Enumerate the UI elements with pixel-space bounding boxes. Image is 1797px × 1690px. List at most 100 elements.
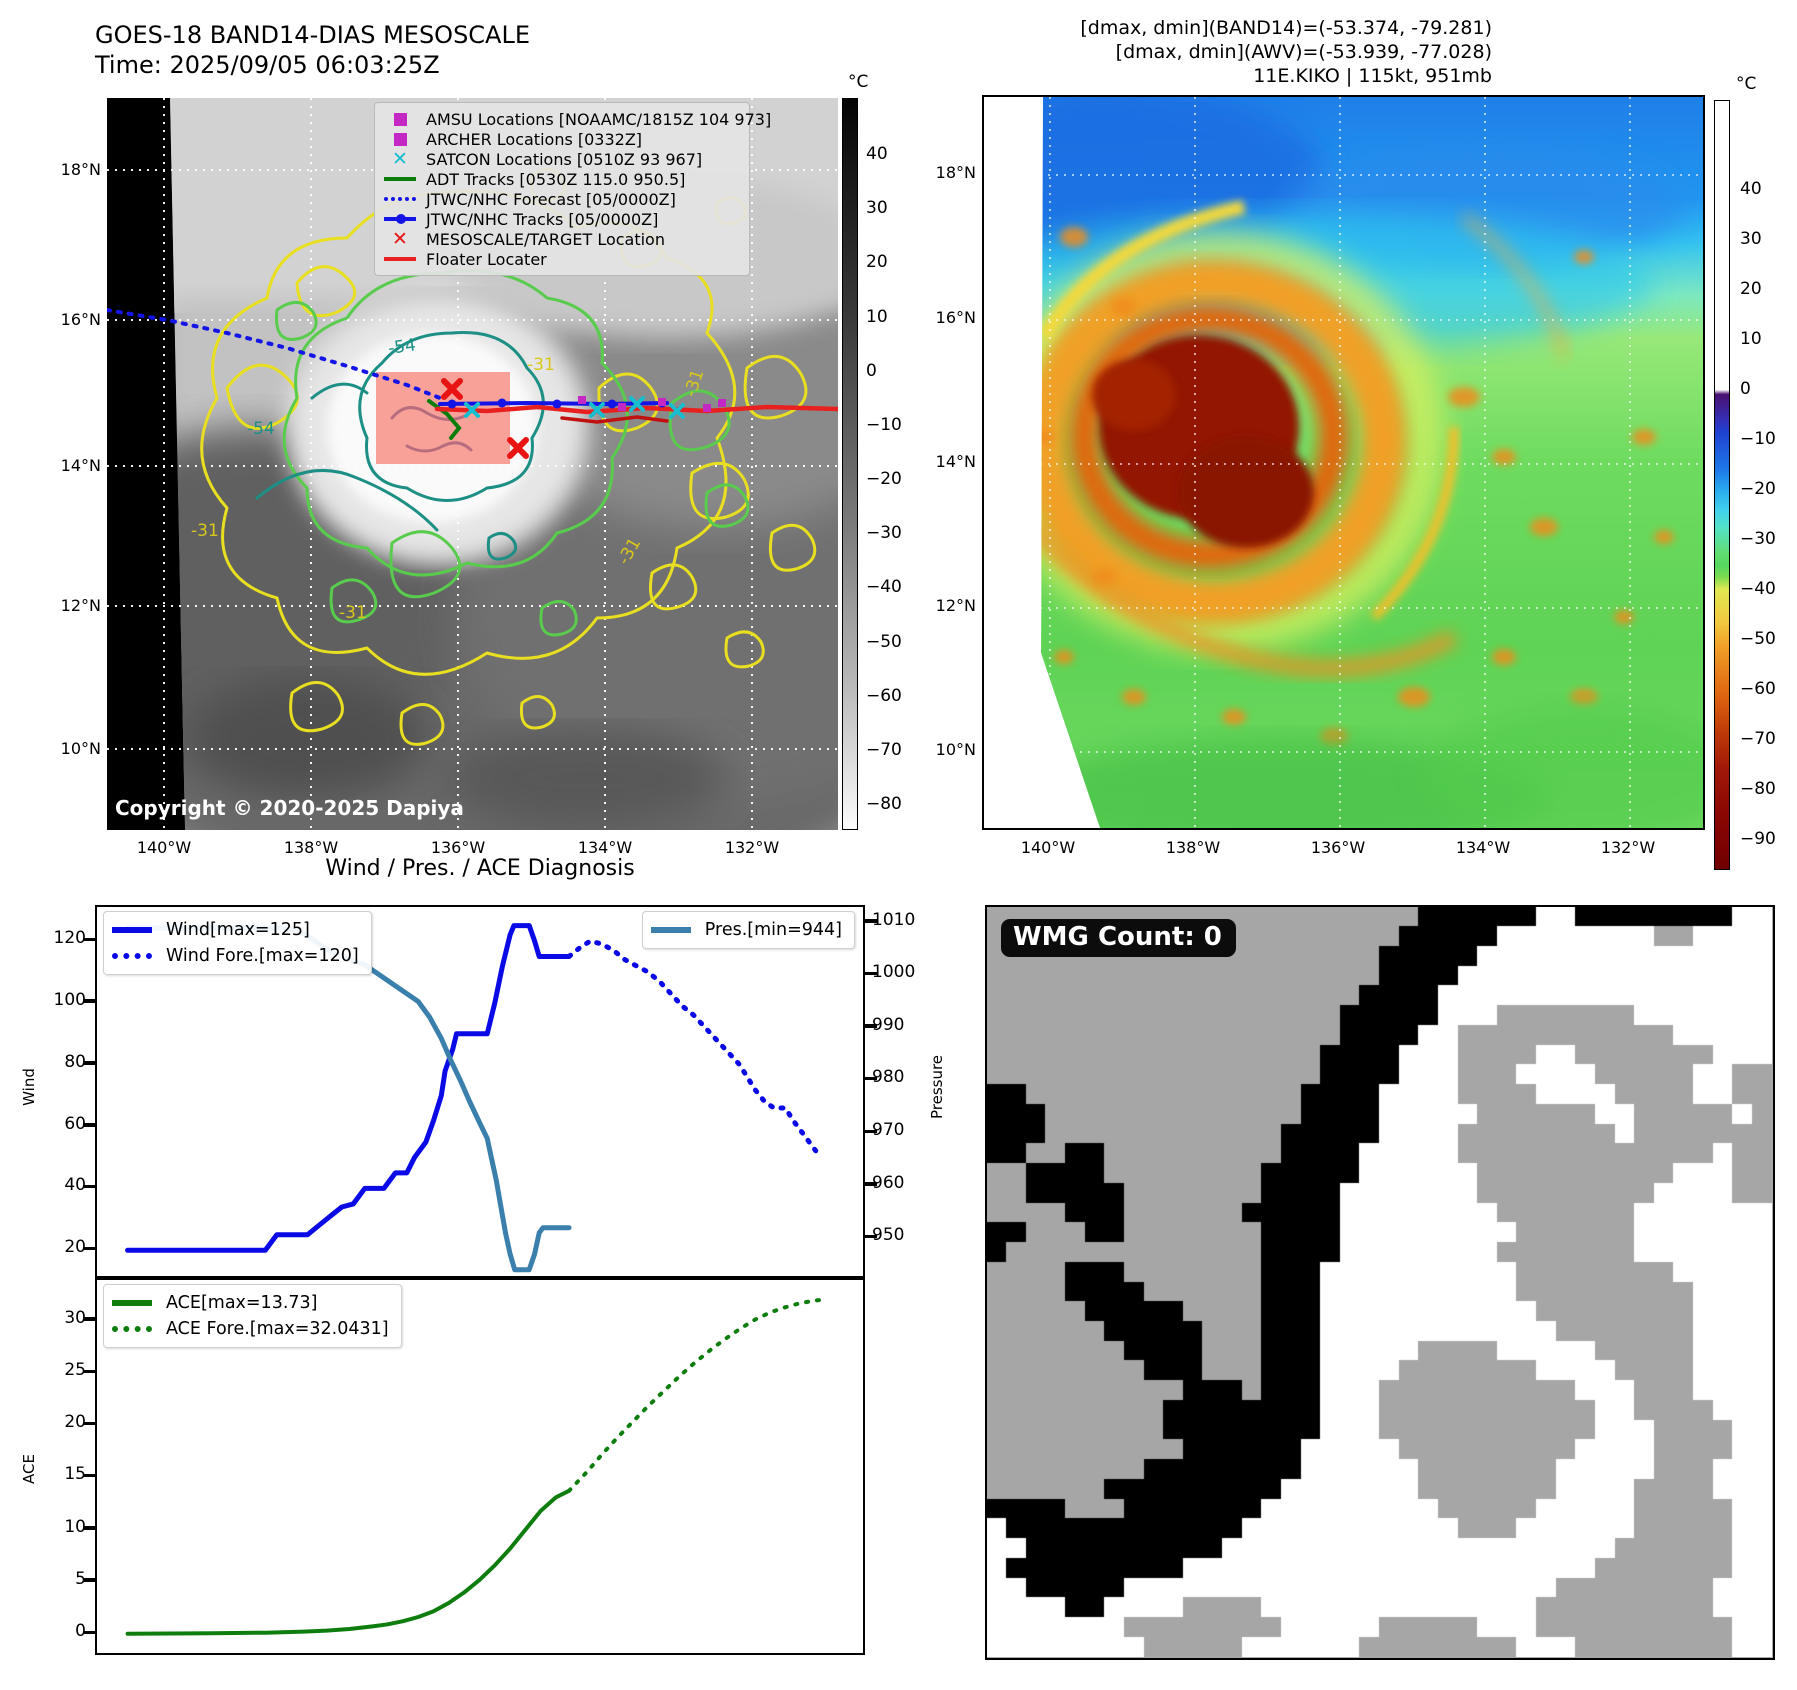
ace-axis-label: ACE [19, 1454, 38, 1484]
tick-label: −20 [866, 469, 902, 490]
floater-line-2 [560, 415, 669, 424]
tick-label: −70 [1740, 729, 1776, 749]
tick-label: 14°N [935, 452, 976, 471]
axis-tick-mark [83, 937, 95, 942]
tick-label: −90 [1740, 829, 1776, 849]
tick-label: −50 [1740, 629, 1776, 649]
legend-entry-label: ACE[max=13.73] [166, 1293, 318, 1313]
tick-label: 134°W [1455, 838, 1511, 857]
tick-label: 20 [1740, 279, 1762, 299]
tick-label: −10 [866, 414, 902, 435]
legend-entry: Wind Fore.[max=120] [112, 943, 359, 969]
legend-entry-label: SATCON Locations [0510Z 93 967] [426, 149, 703, 169]
legend-entry-label: ACE Fore.[max=32.0431] [166, 1319, 389, 1339]
tick-label: 5 [75, 1568, 86, 1589]
tick-label: 30 [64, 1307, 86, 1328]
svg-text:-54: -54 [247, 419, 275, 439]
tick-label: 12°N [60, 596, 101, 615]
tick-label: 15 [64, 1464, 86, 1485]
floater-line [434, 404, 838, 415]
tick-label: 25 [64, 1360, 86, 1380]
axis-tick-mark [83, 1061, 95, 1065]
svg-text:-31: -31 [339, 603, 367, 623]
tick-label: 40 [1740, 179, 1762, 199]
legend-entry-label: Wind[max=125] [166, 920, 310, 940]
legend-entry: JTWC/NHC Tracks [05/0000Z] [383, 209, 739, 229]
axis-tick-mark [83, 1630, 95, 1635]
tick-label: −40 [1740, 579, 1776, 599]
tick-label: 0 [866, 360, 877, 381]
axis-tick-mark [83, 999, 95, 1003]
legend-entry: Wind[max=125] [112, 917, 359, 943]
tick-label: 10°N [60, 739, 101, 758]
tick-label: 120 [53, 928, 86, 949]
line-legend-marker [383, 257, 417, 261]
tick-label: 950 [872, 1225, 905, 1246]
tick-label: 14°N [60, 456, 101, 475]
tick-label: 40 [64, 1175, 86, 1196]
axis-tick-mark [865, 1076, 877, 1081]
legend-entry: ✕ MESOSCALE/TARGET Location [383, 229, 739, 249]
chart-title: Wind / Pres. / ACE Diagnosis [325, 856, 635, 881]
tick-label: 132°W [1600, 838, 1656, 857]
awv-imagery [984, 97, 1703, 828]
series-ACE Fore.[max=32.0431] [567, 1297, 830, 1493]
tick-label: 18°N [935, 163, 976, 182]
axis-tick-mark [83, 1317, 95, 1321]
wmg-mask-panel: WMG Count: 0 [985, 905, 1775, 1660]
linedot-legend-marker [383, 214, 417, 224]
x-legend-marker: ✕ [392, 147, 408, 170]
tick-label: 140°W [136, 838, 192, 857]
svg-text:-31: -31 [191, 521, 219, 541]
axis-tick-mark [83, 1473, 95, 1478]
tick-label: 138°W [1165, 838, 1221, 857]
target-x-markers [441, 378, 529, 459]
legend-entry: Floater Locater [383, 249, 739, 269]
tick-label: 1000 [872, 962, 916, 983]
tick-label: −30 [866, 523, 902, 544]
ace-legend: ACE[max=13.73] ACE Fore.[max=32.0431] [103, 1284, 402, 1348]
legend-entry: ACE Fore.[max=32.0431] [112, 1316, 389, 1342]
tick-label: −20 [1740, 479, 1776, 499]
tick-label: 60 [64, 1113, 86, 1134]
axis-tick-mark [865, 919, 877, 923]
legend-entry-label: ADT Tracks [0530Z 115.0 950.5] [426, 169, 686, 189]
tick-label: 10 [64, 1516, 86, 1537]
tick-label: 960 [872, 1172, 905, 1193]
band14-colorbar-unit: °C [848, 72, 869, 92]
tick-label: −50 [866, 631, 902, 652]
band14-imagery: -31-31-54-54-31-31-31 [107, 98, 838, 830]
tick-label: 30 [866, 198, 888, 219]
figure-header-left: GOES-18 BAND14-DIAS MESOSCALE Time: 2025… [95, 20, 530, 80]
wmg-count-badge: WMG Count: 0 [1001, 919, 1236, 957]
tick-label: 30 [1740, 229, 1762, 249]
svg-text:-31: -31 [527, 355, 555, 375]
line-legend-marker [112, 1326, 156, 1332]
dmax-dmin-awv: [dmax, dmin](AWV)=(-53.939, -77.028) [1115, 41, 1492, 63]
line-legend-marker [383, 177, 417, 181]
tick-label: −60 [1740, 679, 1776, 699]
tick-label: −40 [866, 577, 902, 598]
x-legend-marker: ✕ [392, 227, 408, 250]
tick-label: 980 [872, 1067, 905, 1088]
axis-tick-mark [865, 1182, 877, 1186]
square-legend-marker [383, 112, 417, 126]
legend-entry: ARCHER Locations [0332Z] [383, 129, 739, 149]
wmg-mask-image [987, 907, 1772, 1657]
jtwc-forecast-track [107, 308, 442, 400]
line-legend-marker [112, 927, 156, 933]
wind-legend: Wind[max=125] Wind Fore.[max=120] [103, 911, 372, 975]
tick-label: 16°N [60, 310, 101, 329]
square-legend-marker [383, 132, 417, 146]
legend-entry: AMSU Locations [NOAAMC/1815Z 104 973] [383, 109, 771, 129]
line-legend-marker [650, 927, 695, 933]
tick-label: 10 [1740, 329, 1762, 349]
map-gridlines [984, 97, 1703, 828]
axis-tick-mark [83, 1421, 95, 1426]
tick-label: 1010 [872, 909, 916, 930]
axis-tick-mark [865, 971, 877, 976]
amsu-archer-markers [578, 396, 726, 412]
pressure-axis-label: Pressure [928, 1054, 947, 1120]
tick-label: −60 [866, 685, 902, 706]
